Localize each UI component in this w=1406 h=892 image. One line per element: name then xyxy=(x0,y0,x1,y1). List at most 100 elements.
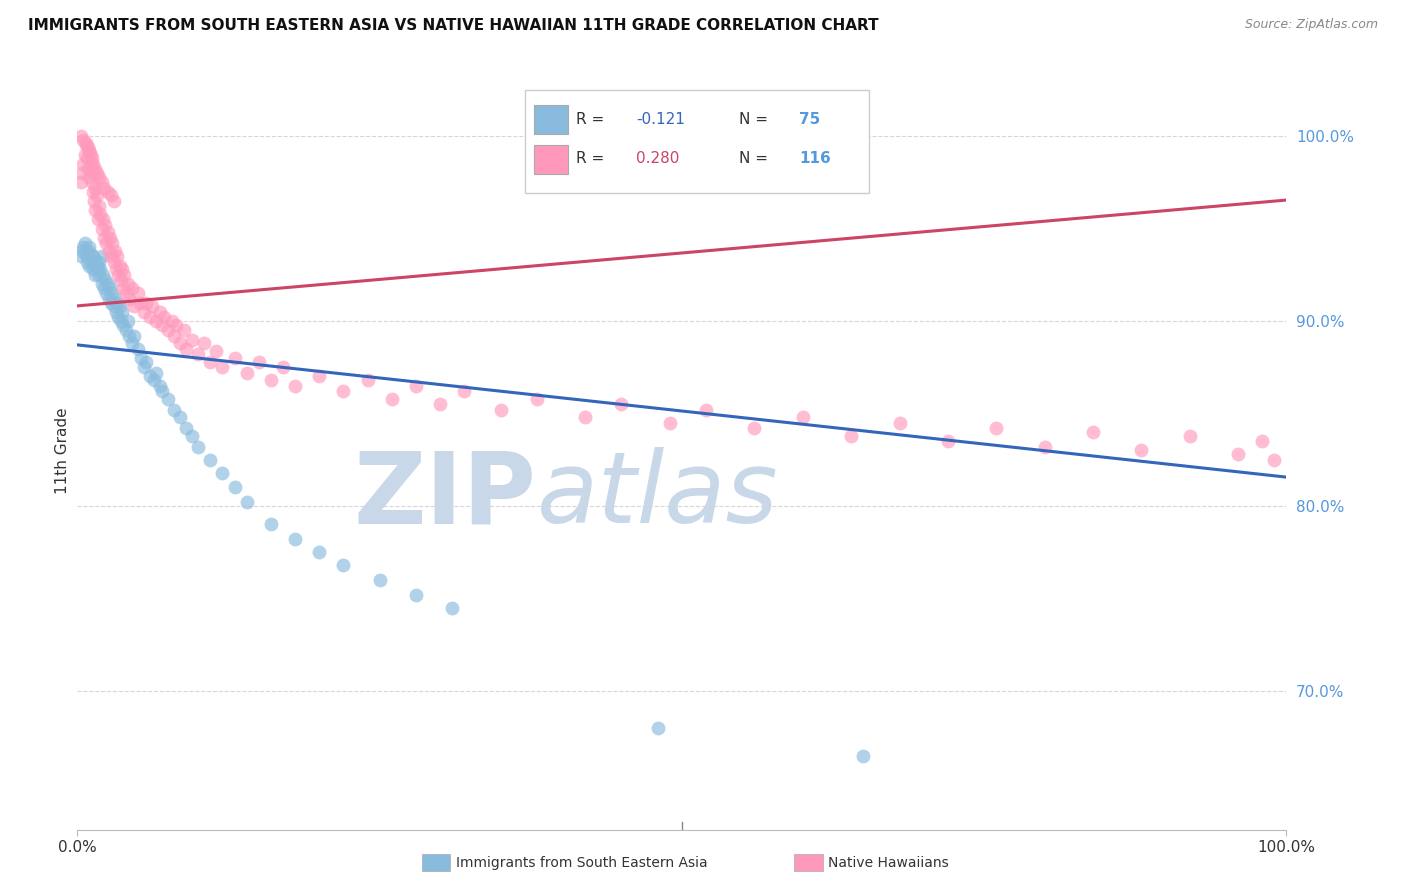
Point xyxy=(77,244,100,258)
Point xyxy=(610,397,633,411)
Point xyxy=(97,292,120,306)
Point xyxy=(150,318,173,332)
Point xyxy=(82,166,104,180)
Point xyxy=(103,194,125,208)
Point xyxy=(166,318,188,332)
Point xyxy=(1130,443,1153,458)
Point xyxy=(91,212,114,227)
Point xyxy=(211,360,233,375)
Text: -0.121: -0.121 xyxy=(636,112,685,127)
Point xyxy=(72,157,94,171)
Point xyxy=(441,600,464,615)
Point xyxy=(118,328,141,343)
Point xyxy=(79,247,101,261)
Point xyxy=(84,268,107,282)
Point xyxy=(110,273,132,287)
Point xyxy=(103,299,125,313)
Point xyxy=(82,157,104,171)
Point xyxy=(260,373,283,387)
FancyBboxPatch shape xyxy=(534,145,568,174)
Point xyxy=(110,314,132,328)
Point xyxy=(169,410,191,425)
Point xyxy=(1263,452,1285,467)
Point xyxy=(936,434,959,449)
Point xyxy=(100,295,122,310)
Point xyxy=(235,366,257,380)
Point xyxy=(173,323,195,337)
Point xyxy=(260,517,283,532)
Point xyxy=(83,259,105,273)
Point xyxy=(1227,447,1250,461)
Point xyxy=(792,410,814,425)
Text: Immigrants from South Eastern Asia: Immigrants from South Eastern Asia xyxy=(456,855,707,870)
Point xyxy=(114,323,136,337)
Point xyxy=(70,244,93,258)
Point xyxy=(98,281,121,295)
Point xyxy=(75,247,97,261)
Point xyxy=(80,175,103,189)
Point xyxy=(121,281,143,295)
Point xyxy=(181,333,204,347)
Point xyxy=(332,384,354,399)
Point xyxy=(153,310,176,325)
Point xyxy=(105,295,128,310)
Point xyxy=(96,286,118,301)
Point xyxy=(77,162,100,177)
Text: R =: R = xyxy=(575,112,609,127)
Point xyxy=(356,373,378,387)
Point xyxy=(135,354,157,368)
Point xyxy=(224,351,246,365)
Text: N =: N = xyxy=(738,151,773,166)
Point xyxy=(80,255,103,269)
Point xyxy=(148,305,170,319)
Point xyxy=(111,262,134,277)
Point xyxy=(104,244,127,258)
Point xyxy=(93,231,115,245)
Point xyxy=(1033,440,1056,454)
Point xyxy=(163,328,186,343)
Point xyxy=(132,360,155,375)
Point xyxy=(1178,428,1201,442)
Point xyxy=(368,573,391,587)
Point xyxy=(986,421,1008,435)
Point xyxy=(308,545,330,559)
Text: 0.280: 0.280 xyxy=(636,151,679,166)
Point xyxy=(169,336,191,351)
Point xyxy=(429,397,451,411)
Point xyxy=(96,225,118,239)
Point xyxy=(104,292,127,306)
Point xyxy=(145,366,167,380)
Point xyxy=(118,292,141,306)
Point xyxy=(839,428,862,442)
Point xyxy=(122,328,145,343)
Point xyxy=(107,310,129,325)
Point xyxy=(112,318,135,332)
Point xyxy=(405,588,427,602)
Text: atlas: atlas xyxy=(537,448,779,544)
Point xyxy=(112,281,135,295)
Point xyxy=(744,421,766,435)
Point xyxy=(76,255,98,269)
Point xyxy=(157,323,180,337)
Point xyxy=(135,295,157,310)
Point xyxy=(75,138,97,153)
Text: 116: 116 xyxy=(799,151,831,166)
Point xyxy=(205,343,228,358)
Point xyxy=(70,249,93,263)
Point xyxy=(96,277,118,291)
Point xyxy=(79,144,101,158)
Point xyxy=(87,268,110,282)
Point xyxy=(647,721,669,735)
Text: IMMIGRANTS FROM SOUTH EASTERN ASIA VS NATIVE HAWAIIAN 11TH GRADE CORRELATION CHA: IMMIGRANTS FROM SOUTH EASTERN ASIA VS NA… xyxy=(28,18,879,33)
Text: R =: R = xyxy=(575,151,609,166)
Point xyxy=(90,277,112,291)
Point xyxy=(200,354,222,368)
Point xyxy=(489,402,512,417)
Point xyxy=(73,236,96,251)
Point xyxy=(852,748,875,763)
Point xyxy=(87,262,110,277)
Point xyxy=(129,295,152,310)
Point xyxy=(70,166,93,180)
Point xyxy=(181,428,204,442)
Point xyxy=(139,310,162,325)
